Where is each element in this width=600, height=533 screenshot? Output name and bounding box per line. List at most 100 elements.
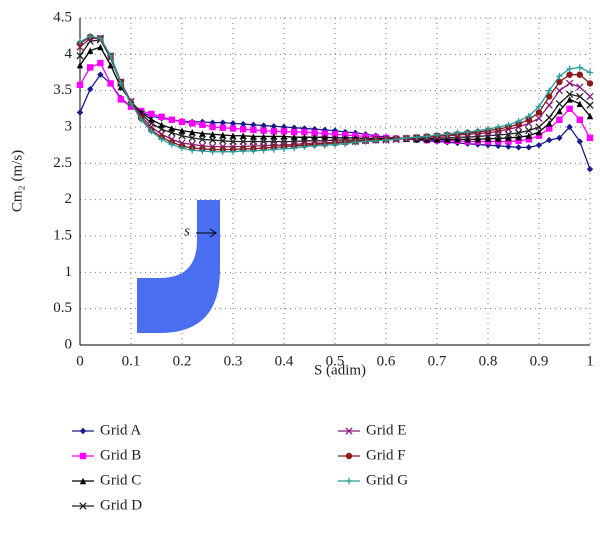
marker <box>280 123 288 131</box>
y-tick-label: 4.5 <box>53 9 72 25</box>
marker <box>515 144 522 151</box>
marker <box>352 139 359 146</box>
marker <box>545 101 553 109</box>
marker <box>535 114 543 122</box>
marker <box>260 147 267 154</box>
inset-impeller-shape <box>137 200 220 333</box>
marker <box>525 144 532 151</box>
marker <box>219 137 227 145</box>
marker <box>535 128 543 136</box>
marker <box>546 136 553 144</box>
marker <box>525 136 532 143</box>
marker <box>301 128 308 136</box>
marker <box>209 131 216 138</box>
marker <box>331 127 339 134</box>
marker <box>178 118 186 126</box>
marker <box>454 129 461 137</box>
legend-label: Grid C <box>100 472 141 488</box>
marker <box>433 136 441 143</box>
x-tick-label: 0 <box>76 353 84 369</box>
marker <box>586 92 594 101</box>
grid-layer <box>80 17 591 345</box>
marker <box>525 126 533 135</box>
y-tick-label: 0 <box>65 336 73 352</box>
marker <box>342 140 349 147</box>
marker <box>525 112 532 120</box>
y-tick-label: 0.5 <box>53 300 72 316</box>
y-tick-label: 2.5 <box>53 155 72 171</box>
y-tick-label: 1.5 <box>53 227 72 243</box>
marker <box>586 112 594 120</box>
marker <box>107 52 114 59</box>
marker <box>97 35 104 42</box>
marker <box>229 148 237 155</box>
marker <box>464 128 471 136</box>
marker <box>97 71 104 78</box>
x-tick-label: 0.5 <box>326 353 345 369</box>
marker <box>525 132 532 139</box>
y-tick-label: 2 <box>65 191 73 207</box>
marker <box>566 71 573 78</box>
marker <box>138 116 145 123</box>
marker <box>556 107 563 115</box>
marker <box>565 90 574 98</box>
marker <box>505 121 512 129</box>
marker <box>586 165 594 173</box>
marker <box>566 96 573 103</box>
marker <box>345 477 353 485</box>
marker <box>229 120 237 127</box>
marker <box>345 427 353 435</box>
marker <box>240 125 247 133</box>
marker <box>87 64 94 71</box>
inset-arrow-head <box>209 228 217 238</box>
legend-label: Grid E <box>366 422 406 438</box>
marker <box>280 133 288 140</box>
marker <box>188 134 196 142</box>
marker <box>423 133 430 140</box>
marker <box>514 129 523 137</box>
marker <box>546 93 553 100</box>
legend-label: Grid D <box>100 497 142 513</box>
marker <box>586 69 594 76</box>
marker <box>413 133 420 141</box>
marker <box>555 100 564 108</box>
legend-label: Grid B <box>100 447 141 463</box>
marker <box>219 131 226 139</box>
marker <box>586 80 594 87</box>
marker <box>576 92 584 101</box>
marker <box>107 62 114 69</box>
marker <box>219 124 226 131</box>
marker <box>576 71 583 78</box>
marker <box>199 147 206 155</box>
marker <box>576 83 584 91</box>
marker <box>566 105 573 113</box>
marker <box>291 144 298 152</box>
legend-label: Grid G <box>366 472 408 488</box>
marker <box>250 126 257 134</box>
marker <box>79 427 87 435</box>
marker <box>178 144 186 152</box>
x-tick-label: 0.9 <box>530 353 549 369</box>
marker <box>199 121 206 129</box>
marker <box>566 65 573 73</box>
x-tick-label: 1 <box>586 353 594 369</box>
marker <box>168 141 175 148</box>
marker <box>189 128 196 136</box>
marker <box>240 120 247 128</box>
marker <box>505 138 512 145</box>
y-axis-label: Cm₂ (m/s) <box>9 150 25 212</box>
marker <box>382 136 390 144</box>
x-tick-label: 0.2 <box>173 353 192 369</box>
marker <box>556 72 563 80</box>
marker <box>444 136 451 143</box>
marker <box>87 47 94 54</box>
marker <box>444 131 451 138</box>
marker <box>158 113 165 121</box>
x-tick-label: 0.7 <box>428 353 447 369</box>
marker <box>362 138 369 145</box>
marker <box>97 43 104 51</box>
marker <box>545 113 553 122</box>
marker <box>321 141 328 149</box>
marker <box>301 143 308 150</box>
marker <box>484 125 492 133</box>
